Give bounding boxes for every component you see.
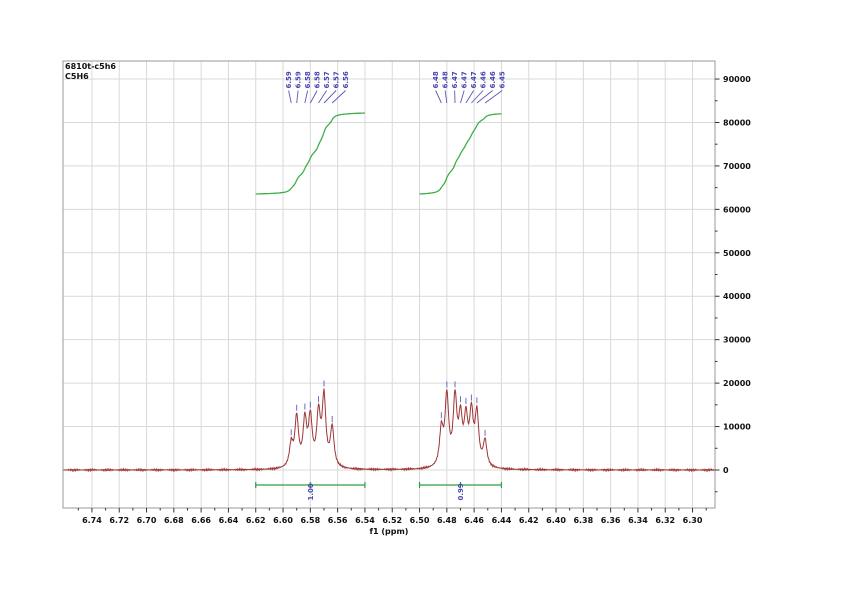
peak-leader-line bbox=[476, 90, 493, 104]
peak-leader-line bbox=[444, 90, 448, 104]
plot-frame bbox=[62, 60, 716, 509]
x-tick-label: 6.62 bbox=[246, 516, 266, 525]
peak-leader-line bbox=[435, 90, 442, 104]
y-tick-label: 0 bbox=[723, 466, 729, 475]
x-tick-label: 6.60 bbox=[273, 516, 293, 525]
x-tick-label: 6.46 bbox=[464, 516, 484, 525]
peak-label: 6.57 bbox=[332, 71, 340, 88]
peak-leader-line bbox=[484, 90, 503, 104]
x-tick-label: 6.66 bbox=[191, 516, 211, 525]
x-tick-label: 6.32 bbox=[655, 516, 675, 525]
x-tick-label: 6.58 bbox=[300, 516, 320, 525]
peak-leader-line bbox=[296, 90, 299, 104]
peak-label: 6.45 bbox=[498, 71, 506, 88]
x-tick-label: 6.70 bbox=[137, 516, 157, 525]
y-tick-label: 90000 bbox=[723, 75, 751, 84]
x-tick-label: 6.42 bbox=[519, 516, 539, 525]
integral-label: 0.99 bbox=[457, 483, 465, 500]
peak-label: 6.58 bbox=[313, 71, 321, 88]
x-tick-label: 6.44 bbox=[492, 516, 512, 525]
peak-leader-line bbox=[288, 90, 292, 104]
peak-leader-line bbox=[318, 90, 327, 104]
peak-label: 6.47 bbox=[470, 71, 478, 88]
peak-leader-line bbox=[465, 90, 475, 104]
peak-leader-line bbox=[304, 90, 309, 104]
peak-leader-line bbox=[460, 90, 465, 104]
peak-label: 6.46 bbox=[479, 71, 487, 88]
x-axis-title: f1 (ppm) bbox=[370, 527, 409, 536]
integral-label: 1.00 bbox=[307, 483, 315, 500]
sample-id: 6810t-c5h6 bbox=[65, 62, 116, 71]
peak-label: 6.58 bbox=[304, 71, 312, 88]
peak-leader-line bbox=[471, 90, 484, 104]
y-tick-label: 30000 bbox=[723, 336, 751, 345]
peak-label: 6.59 bbox=[285, 71, 293, 88]
x-tick-label: 6.50 bbox=[410, 516, 430, 525]
y-tick-label: 50000 bbox=[723, 249, 751, 258]
x-tick-label: 6.54 bbox=[355, 516, 375, 525]
spectrum-header: 6810t-c5h6 C5H6 bbox=[65, 62, 116, 81]
y-tick-label: 80000 bbox=[723, 118, 751, 127]
integral-curve bbox=[255, 112, 365, 195]
peak-label: 6.48 bbox=[432, 71, 440, 88]
peak-leader-line bbox=[323, 90, 337, 104]
x-tick-label: 6.36 bbox=[601, 516, 621, 525]
x-tick-label: 6.48 bbox=[437, 516, 457, 525]
x-tick-label: 6.30 bbox=[683, 516, 703, 525]
peak-label: 6.59 bbox=[294, 71, 302, 88]
y-tick-label: 60000 bbox=[723, 205, 751, 214]
x-tick-label: 6.40 bbox=[546, 516, 566, 525]
x-tick-label: 6.34 bbox=[628, 516, 648, 525]
peak-label: 6.47 bbox=[460, 71, 468, 88]
peak-label: 6.47 bbox=[451, 71, 459, 88]
y-tick-label: 40000 bbox=[723, 292, 751, 301]
y-tick-label: 20000 bbox=[723, 379, 751, 388]
peak-label: 6.57 bbox=[323, 71, 331, 88]
integral-curve bbox=[419, 113, 502, 195]
x-tick-label: 6.68 bbox=[164, 516, 184, 525]
peak-leader-line bbox=[309, 90, 318, 104]
compound-label: C5H6 bbox=[65, 71, 89, 81]
peak-leader-line bbox=[331, 90, 346, 104]
y-tick-label: 10000 bbox=[723, 423, 751, 432]
x-tick-label: 6.64 bbox=[219, 516, 239, 525]
y-tick-label: 70000 bbox=[723, 162, 751, 171]
peak-label: 6.48 bbox=[441, 71, 449, 88]
x-tick-label: 6.56 bbox=[328, 516, 348, 525]
x-tick-label: 6.72 bbox=[109, 516, 129, 525]
x-tick-label: 6.74 bbox=[82, 516, 102, 525]
spectrum-trace bbox=[62, 388, 716, 473]
x-tick-label: 6.38 bbox=[573, 516, 593, 525]
x-tick-label: 6.52 bbox=[382, 516, 402, 525]
peak-label: 6.46 bbox=[489, 71, 497, 88]
peak-label: 6.56 bbox=[342, 71, 350, 88]
